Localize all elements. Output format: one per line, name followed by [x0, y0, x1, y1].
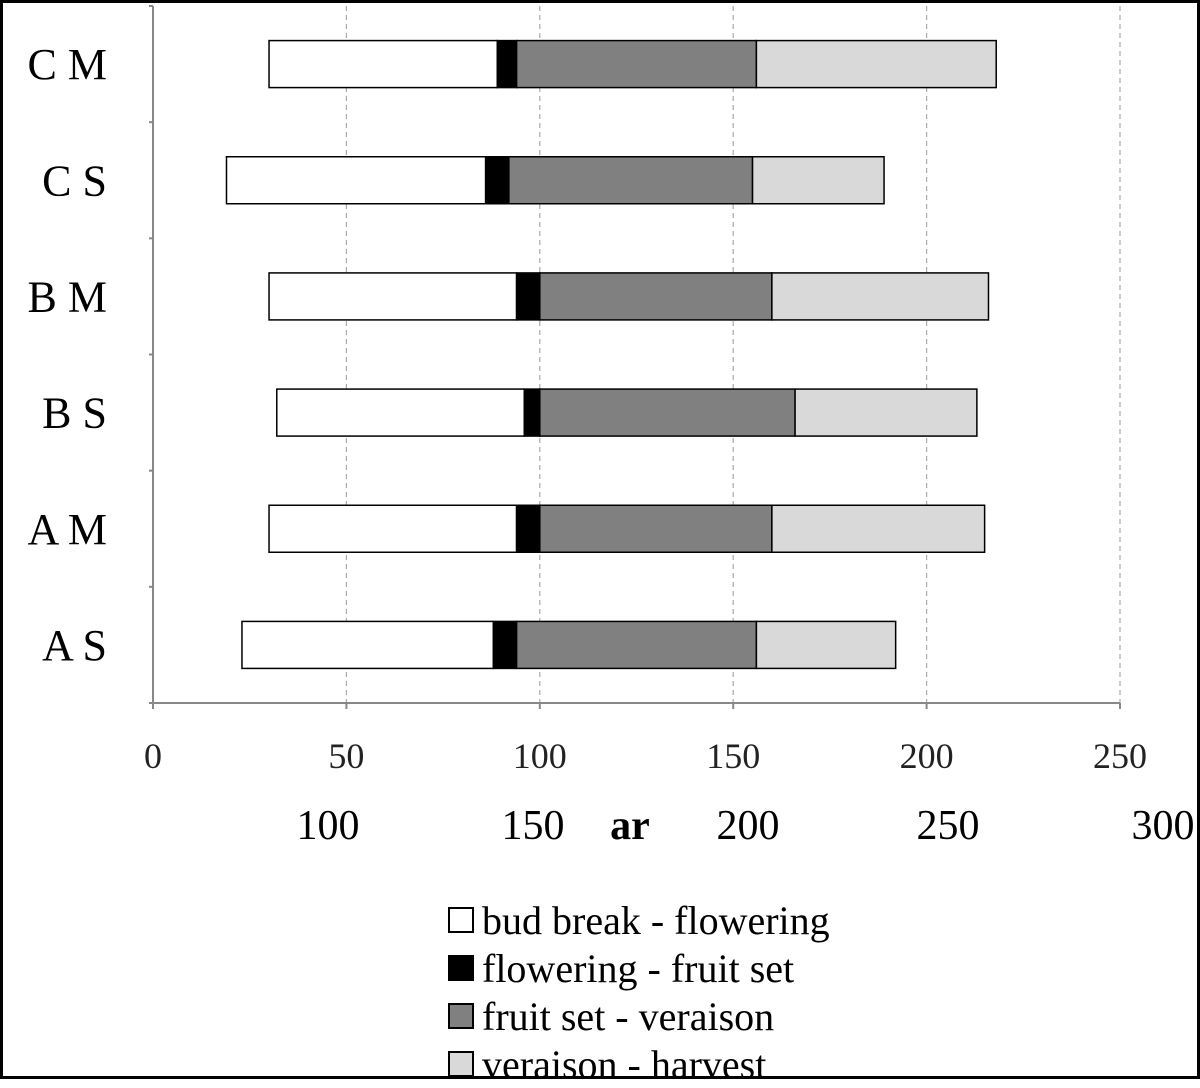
bar-segment [268, 504, 518, 553]
legend: bud break - flowering flowering - fruit s… [448, 896, 1008, 1088]
bar-segment [515, 39, 758, 89]
bar-segment [276, 388, 526, 437]
bar-segment [755, 620, 897, 670]
labels: 0 50 100 150 200 250 C M C S B M B S A M A S 100 150 2… [28, 40, 1195, 849]
x-tick-label: 50 [328, 736, 364, 776]
x-tick-label: 250 [1093, 736, 1147, 776]
legend-swatch [448, 955, 474, 981]
legend-item: fruit set - veraison [448, 992, 1008, 1040]
bar-segment [539, 388, 796, 437]
x-tick-label: 0 [144, 736, 162, 776]
category-label: C S [42, 156, 107, 205]
category-label: B S [42, 389, 107, 438]
category-label: C M [28, 40, 107, 89]
bar-segment [794, 388, 978, 437]
bar-segment [755, 39, 997, 89]
legend-label: fruit set - veraison [482, 993, 775, 1039]
legend-item: bud break - flowering [448, 896, 1008, 944]
bars [225, 39, 997, 670]
legend-item: veraison - harvest [448, 1040, 1008, 1088]
secondary-tick-label: 100 [297, 803, 360, 849]
category-label: A M [28, 505, 107, 554]
bar-segment [508, 156, 754, 205]
stacked-bar-chart: 0 50 100 150 200 250 C M C S B M B S A M A S 100 150 2… [28, 5, 1195, 849]
x-tick-label: 100 [513, 736, 567, 776]
bar-segment [496, 39, 518, 89]
bar-segment [539, 272, 773, 321]
bar-segment [515, 620, 758, 670]
bar-segment [771, 504, 986, 553]
legend-label: flowering - fruit set [482, 945, 795, 991]
secondary-tick-label: 250 [917, 803, 980, 849]
bar-segment [751, 156, 885, 205]
axes [149, 5, 1121, 709]
legend-swatch [448, 1003, 474, 1029]
bar-segment [515, 504, 541, 553]
stray-text: ar [610, 803, 650, 849]
bar-segment [268, 39, 499, 89]
legend-label: bud break - flowering [482, 897, 830, 943]
bar-segment [241, 620, 495, 670]
grid-lines [345, 6, 1121, 703]
bar-segment [539, 504, 773, 553]
x-tick-label: 200 [900, 736, 954, 776]
legend-swatch [448, 1051, 474, 1077]
bar-segment [268, 272, 518, 321]
legend-label: veraison - harvest [482, 1041, 767, 1087]
bar-segment [484, 156, 510, 205]
bar-segment [225, 156, 487, 205]
category-label: B M [28, 272, 107, 321]
secondary-tick-label: 200 [717, 803, 780, 849]
legend-swatch [448, 907, 474, 933]
bar-segment [515, 272, 541, 321]
x-tick-label: 150 [706, 736, 760, 776]
secondary-tick-label: 150 [502, 803, 565, 849]
bar-segment [523, 388, 541, 437]
bar-segment [771, 272, 990, 321]
secondary-tick-label: 300 [1132, 803, 1195, 849]
bar-segment [492, 620, 518, 670]
category-label: A S [42, 621, 107, 670]
legend-item: flowering - fruit set [448, 944, 1008, 992]
